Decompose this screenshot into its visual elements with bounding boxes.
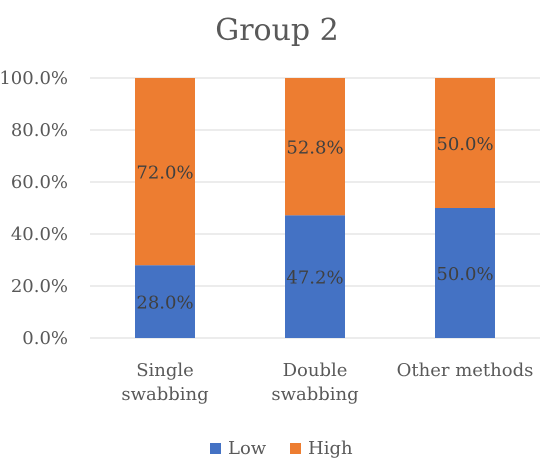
bar-high-1	[285, 78, 345, 216]
x-category-label-line: Single	[136, 360, 194, 381]
x-category-label-line: Double	[283, 360, 348, 381]
y-tick-label: 0.0%	[22, 328, 68, 349]
y-tick-label: 80.0%	[11, 120, 68, 141]
data-label: 72.0%	[136, 163, 193, 184]
y-tick-label: 20.0%	[11, 276, 68, 297]
x-category-label: Single swabbing	[121, 360, 208, 405]
y-tick-label: 40.0%	[11, 224, 68, 245]
chart-title: Group 2	[215, 13, 339, 48]
legend: Low High	[210, 438, 353, 459]
legend-label-low: Low	[228, 438, 267, 459]
y-tick-label: 60.0%	[11, 172, 68, 193]
bars	[135, 78, 495, 338]
data-label: 50.0%	[436, 264, 493, 285]
x-category-label: Double swabbing	[271, 360, 358, 405]
bar-low-0	[135, 265, 195, 338]
bar-high-0	[135, 78, 195, 266]
x-category-label-line: Other methods	[397, 360, 534, 381]
y-tick-label: 100.0%	[0, 68, 68, 89]
bar-low-1	[285, 215, 345, 338]
data-label: 52.8%	[286, 138, 343, 159]
legend-swatch-high	[290, 443, 301, 454]
data-label: 47.2%	[286, 268, 343, 289]
x-category-label: Other methods	[397, 360, 534, 381]
legend-swatch-low	[210, 443, 221, 454]
x-category-label-line: swabbing	[121, 384, 208, 405]
bar-low-2	[435, 208, 495, 338]
x-category-label-line: swabbing	[271, 384, 358, 405]
data-label: 50.0%	[436, 134, 493, 155]
legend-label-high: High	[308, 438, 353, 459]
x-axis-category-labels: Single swabbing Double swabbing Other method…	[121, 360, 533, 405]
bar-high-2	[435, 78, 495, 208]
y-axis-tick-labels: 0.0% 20.0% 40.0% 60.0% 80.0% 100.0%	[0, 68, 68, 349]
data-labels: 28.0% 72.0% 47.2% 52.8% 50.0% 50.0%	[136, 134, 493, 314]
data-label: 28.0%	[136, 293, 193, 314]
